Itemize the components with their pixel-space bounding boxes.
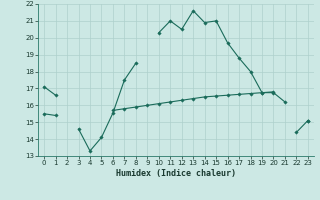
X-axis label: Humidex (Indice chaleur): Humidex (Indice chaleur) — [116, 169, 236, 178]
